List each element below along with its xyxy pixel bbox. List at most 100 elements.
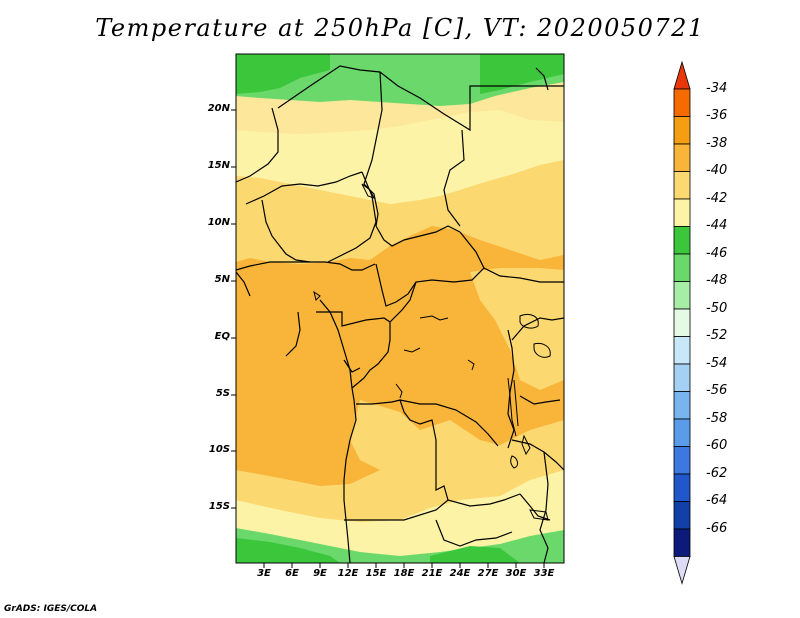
lon-label-30e: 30E	[505, 568, 527, 579]
colorbar-label: -44	[706, 218, 728, 233]
lon-label-27e: 27E	[477, 568, 499, 579]
border-sudan-south	[459, 231, 564, 283]
lake-bangweulu	[510, 455, 519, 469]
colorbar-label: -64	[706, 493, 728, 508]
colorbar-swatch	[673, 418, 691, 447]
lat-label-5s: 5S	[215, 388, 230, 399]
border-niger-nigeria	[245, 171, 363, 205]
border-chad-sudan	[443, 129, 465, 227]
lon-label-21e: 21E	[421, 568, 443, 579]
lat-label-5n: 5N	[214, 274, 230, 285]
lat-label-20n: 20N	[207, 103, 230, 114]
lon-label-18e: 18E	[393, 568, 415, 579]
border-angola-namibia	[344, 493, 521, 521]
lake-kariba	[529, 509, 549, 521]
border-west	[236, 107, 279, 183]
colorbar-swatch	[673, 528, 691, 557]
border-cabinda	[343, 359, 361, 373]
lake-mweru	[521, 434, 531, 456]
lon-label-6e: 6E	[285, 568, 299, 579]
colorbar	[673, 60, 691, 585]
colorbar-bottom-arrow	[673, 556, 691, 585]
lat-ticks	[231, 109, 236, 509]
colorbar-swatch	[673, 446, 691, 475]
lat-label-eq: EQ	[214, 331, 230, 342]
border-malawi-mozambique	[539, 451, 549, 563]
field-minus-44-south-east	[430, 546, 520, 563]
lon-ticks	[263, 563, 545, 568]
coastline-gulf-of-guinea	[236, 261, 376, 271]
lat-label-15s: 15S	[208, 501, 230, 512]
border-congo-drc	[389, 281, 417, 323]
colorbar-top-arrow	[673, 60, 691, 90]
border-angola-zambia	[435, 470, 449, 501]
border-uganda-kenya	[511, 317, 564, 341]
temperature-field	[236, 54, 564, 563]
colorbar-swatch	[673, 281, 691, 310]
lake-chad	[361, 183, 375, 199]
lon-label-24e: 24E	[449, 568, 471, 579]
field-minus-40-east	[470, 268, 564, 390]
border-angola-north	[356, 399, 437, 470]
border-libya	[277, 65, 564, 132]
coastline-red-sea	[535, 67, 549, 91]
river-congo-north	[419, 315, 449, 321]
colorbar-label: -38	[706, 136, 728, 151]
field-minus-44-south-west	[236, 538, 340, 563]
lon-label-15e: 15E	[365, 568, 387, 579]
river-congo-middle	[403, 347, 421, 353]
colorbar-swatch	[673, 226, 691, 255]
lon-label-3e: 3E	[257, 568, 271, 579]
lake-mai-ndombe	[395, 383, 403, 399]
coastline-gabon	[285, 311, 301, 357]
coastline-angola	[319, 299, 357, 563]
colorbar-label: -36	[706, 108, 728, 123]
colorbar-label: -60	[706, 438, 728, 453]
map-frame	[235, 53, 565, 564]
chart-title: Temperature at 250hPa [C], VT: 202005072…	[95, 14, 705, 42]
colorbar-label: -56	[706, 383, 728, 398]
lon-label-33e: 33E	[533, 568, 555, 579]
colorbar-label: -58	[706, 411, 728, 426]
field-minus-44-north-west	[236, 54, 330, 94]
lake-kyoga	[533, 343, 551, 358]
colorbar-label: -48	[706, 273, 728, 288]
colorbar-label: -66	[706, 521, 728, 536]
lon-label-12e: 12E	[337, 568, 359, 579]
colorbar-swatch	[673, 116, 691, 145]
colorbar-label: -42	[706, 191, 728, 206]
field-minus-44-north-east	[480, 54, 564, 94]
border-nigeria-west	[261, 199, 311, 263]
border-coast-west	[236, 271, 251, 297]
border-tanzania	[519, 395, 561, 405]
colorbar-label: -54	[706, 356, 728, 371]
lake-gabon	[313, 290, 321, 301]
colorbar-label: -34	[706, 81, 728, 96]
colorbar-swatch	[673, 473, 691, 502]
border-drc-angola	[399, 399, 499, 447]
colorbar-swatch	[673, 501, 691, 530]
lake-drc-central	[467, 359, 475, 371]
colorbar-label: -46	[706, 246, 728, 261]
border-car-south	[375, 263, 485, 307]
colorbar-label: -52	[706, 328, 728, 343]
lon-label-9e: 9E	[313, 568, 327, 579]
colorbar-swatch	[673, 253, 691, 282]
lat-label-15n: 15N	[207, 160, 230, 171]
colorbar-label: -40	[706, 163, 728, 178]
border-botswana	[435, 519, 513, 547]
lake-tanganyika-east	[513, 379, 519, 427]
colorbar-swatch	[673, 88, 691, 117]
colorbar-swatch	[673, 198, 691, 227]
border-chad-niger	[363, 71, 383, 227]
border-congo-gabon	[316, 311, 391, 389]
lat-label-10s: 10S	[208, 444, 230, 455]
colorbar-swatch	[673, 308, 691, 337]
colorbar-swatch	[673, 143, 691, 172]
border-nigeria-cameroon	[327, 171, 377, 263]
footer-credit: GrADS: IGES/COLA	[4, 604, 98, 614]
colorbar-swatch	[673, 171, 691, 200]
lake-tanganyika	[507, 377, 517, 437]
lake-victoria	[519, 313, 539, 329]
